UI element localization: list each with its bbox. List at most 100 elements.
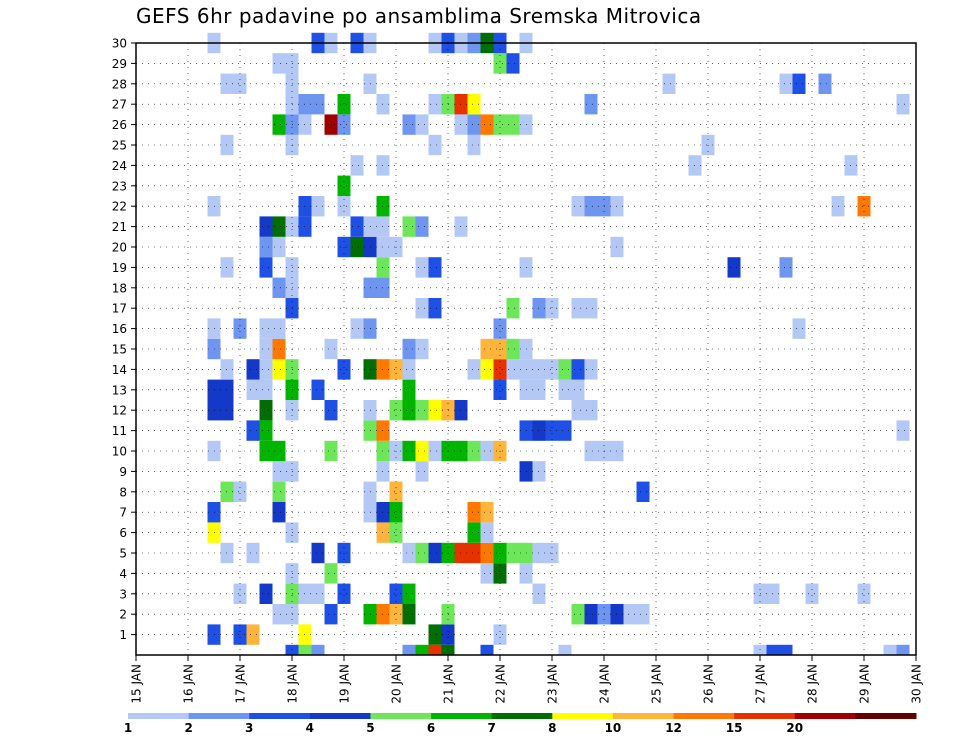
y-tick-label: 18 <box>112 281 127 295</box>
y-tick-label: 11 <box>112 424 127 438</box>
heatmap-cell <box>480 542 494 564</box>
y-tick-label: 24 <box>112 159 127 173</box>
heatmap-cell <box>428 134 442 156</box>
heatmap-cell <box>467 440 481 462</box>
heatmap-cell <box>298 644 312 655</box>
heatmap-cell <box>896 420 910 441</box>
legend-swatch <box>612 713 675 719</box>
heatmap-cell <box>636 604 650 625</box>
heatmap-cell <box>272 461 286 482</box>
heatmap-cell <box>272 318 286 339</box>
heatmap-cell <box>402 440 416 462</box>
y-tick-label: 30 <box>112 37 127 51</box>
legend-label: 3 <box>245 721 253 735</box>
heatmap-cell <box>259 440 273 462</box>
y-tick-label: 4 <box>119 567 127 581</box>
heatmap-cell <box>324 400 338 421</box>
heatmap-cell <box>402 359 416 380</box>
heatmap-cell <box>480 359 494 380</box>
heatmap-cell <box>480 502 494 523</box>
heatmap-cell <box>727 257 741 278</box>
y-tick-label: 13 <box>112 383 127 397</box>
heatmap-cell <box>259 216 273 237</box>
y-tick-label: 27 <box>112 98 127 112</box>
x-tick-label: 25 JAN <box>650 664 664 704</box>
heatmap-cell <box>389 502 403 523</box>
heatmap-cell <box>623 604 637 625</box>
heatmap-cell <box>545 420 559 441</box>
heatmap-cell <box>415 298 429 319</box>
heatmap-cell <box>480 563 494 584</box>
color-legend: 1 2 3 4 5 6 7 8 10 12 15 20 <box>124 713 917 735</box>
heatmap-cell <box>402 114 416 135</box>
heatmap-cell <box>259 420 273 441</box>
heatmap-cell <box>428 94 442 115</box>
y-tick-label: 8 <box>119 485 127 499</box>
heatmap-cell <box>402 644 416 655</box>
heatmap-cell <box>324 114 338 135</box>
chart-title: GEFS 6hr padavine po ansamblima Sremska … <box>136 4 702 28</box>
heatmap-cell <box>467 359 481 380</box>
heatmap-cell <box>337 114 351 135</box>
heatmap-cell <box>428 257 442 278</box>
heatmap-cell <box>272 359 286 380</box>
heatmap-cell <box>480 114 494 135</box>
heatmap-cell <box>324 338 338 360</box>
heatmap-cell <box>402 542 416 564</box>
heatmap-cell <box>506 359 520 380</box>
y-tick-label: 15 <box>112 343 127 357</box>
heatmap-cell <box>415 257 429 278</box>
heatmap-cell <box>259 318 273 339</box>
heatmap-cell <box>311 94 325 115</box>
heatmap-cell <box>493 114 507 135</box>
heatmap-cell <box>857 196 871 217</box>
heatmap-cell <box>389 359 403 380</box>
legend-swatch <box>734 713 796 719</box>
heatmap-cell <box>272 216 286 237</box>
y-tick-label: 9 <box>119 465 127 479</box>
legend-swatch <box>855 713 917 719</box>
heatmap-cell <box>571 604 585 625</box>
heatmap-cell <box>571 196 585 217</box>
x-tick-label: 26 JAN <box>702 664 716 704</box>
heatmap-cell <box>402 583 416 604</box>
heatmap-cell <box>506 542 520 564</box>
y-tick-label: 26 <box>112 118 127 132</box>
heatmap-cell <box>311 583 325 604</box>
heatmap-cell <box>857 583 871 604</box>
legend-swatch <box>309 713 371 719</box>
heatmap-cells <box>207 32 910 655</box>
heatmap-cell <box>389 522 403 543</box>
legend-label: 2 <box>184 721 192 735</box>
heatmap-cell <box>233 624 247 645</box>
x-tick-label: 23 JAN <box>546 664 560 704</box>
legend-swatch <box>552 713 614 719</box>
legend-label: 12 <box>665 721 682 735</box>
heatmap-cell <box>272 277 286 298</box>
heatmap-cell <box>779 644 793 655</box>
heatmap-cell <box>272 53 286 74</box>
heatmap-cell <box>506 298 520 319</box>
heatmap-cell <box>324 604 338 625</box>
heatmap-cell <box>415 216 429 237</box>
x-tick-label: 24 JAN <box>598 664 612 704</box>
heatmap-cell <box>571 298 585 319</box>
legend-swatch <box>249 713 311 719</box>
heatmap-cell <box>415 338 429 360</box>
heatmap-cell <box>272 481 286 502</box>
heatmap-cell <box>402 604 416 625</box>
heatmap-cell <box>402 216 416 237</box>
heatmap-cell <box>259 359 273 380</box>
heatmap-cell <box>766 644 780 655</box>
heatmap-cell <box>480 440 494 462</box>
heatmap-cell <box>493 53 507 74</box>
heatmap-cell <box>389 481 403 502</box>
heatmap-cell <box>415 461 429 482</box>
heatmap-cell <box>818 73 832 94</box>
heatmap-cell <box>584 359 598 380</box>
heatmap-cell <box>493 379 507 400</box>
heatmap-cell <box>493 318 507 339</box>
heatmap-cell <box>805 583 819 604</box>
heatmap-cell <box>415 400 429 421</box>
heatmap-cell <box>415 644 429 655</box>
